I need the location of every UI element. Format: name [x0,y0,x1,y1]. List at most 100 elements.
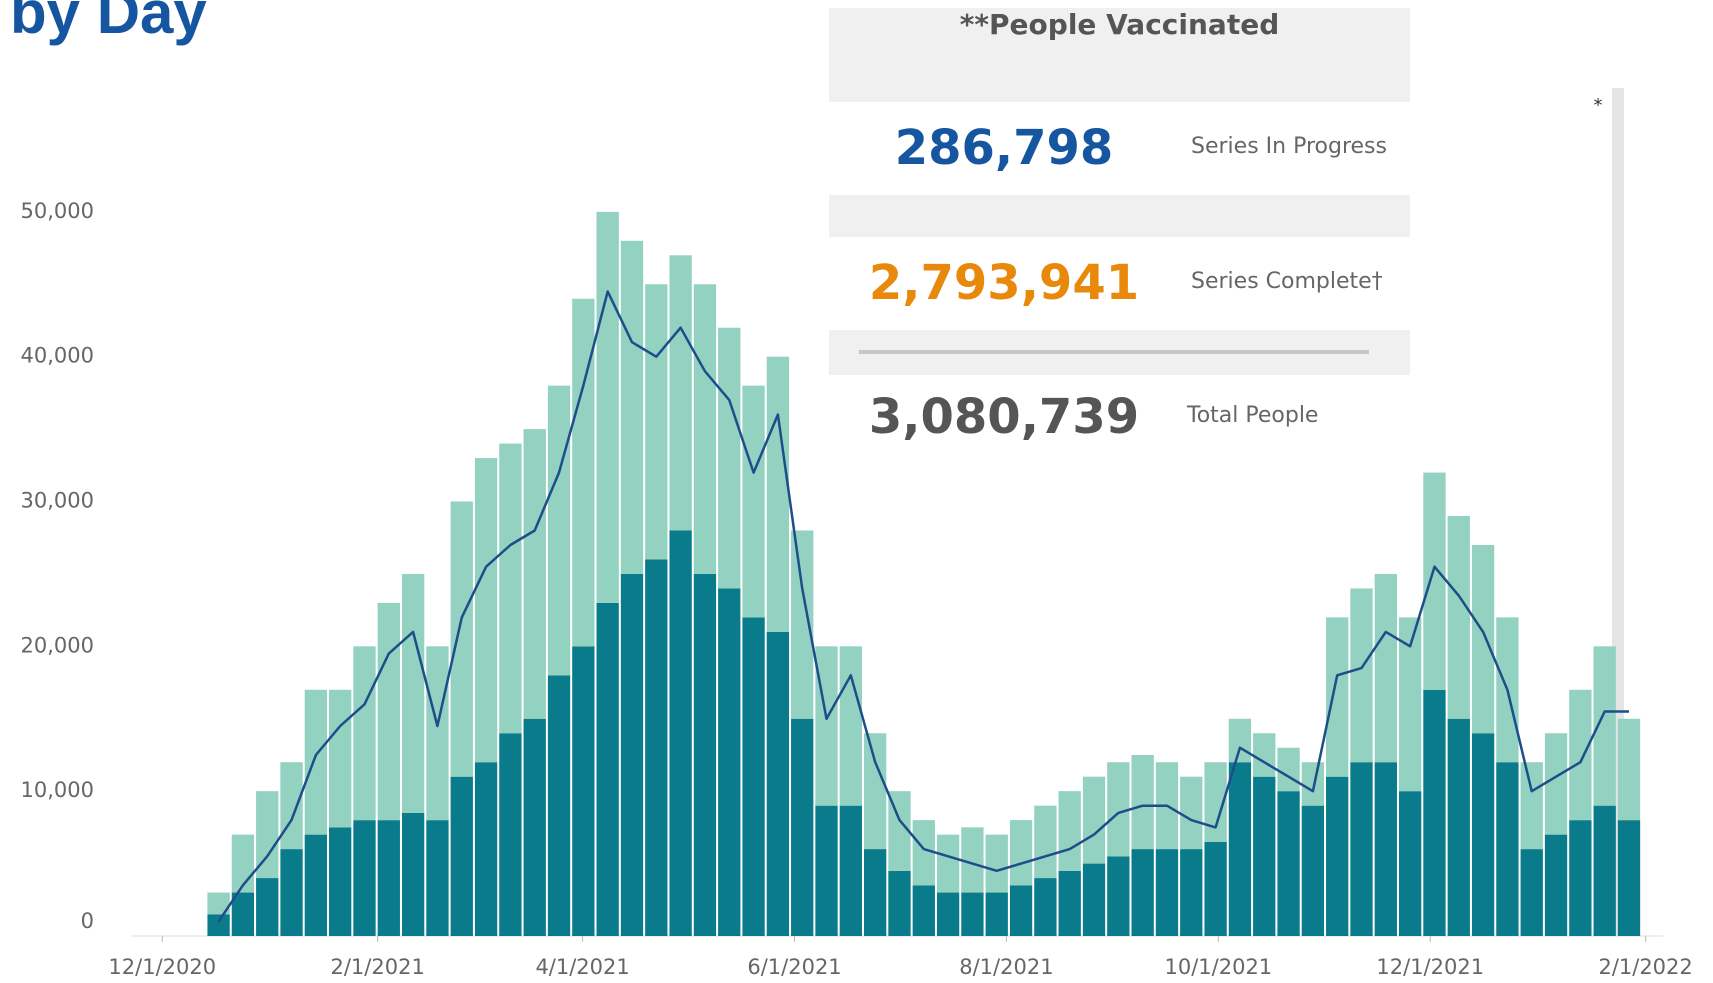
stat-value: 286,798 [894,120,1114,176]
bar-segment [888,870,911,936]
bar-segment [1009,820,1033,886]
moving-average-line [217,290,1629,923]
bar-segment [936,892,960,936]
bar-segment [912,820,935,886]
bar-segment [1326,776,1349,936]
bar-segment [766,631,790,936]
bar-segment [718,327,741,589]
card-row: 2,793,941 Series Complete† [829,237,1410,330]
bar-segment [1180,849,1203,936]
bar-segment [207,914,230,936]
x-tick-label: 4/1/2021 [535,955,629,979]
bar-segment [207,892,230,915]
bar-segment [888,791,911,871]
bar-segment [256,878,279,936]
card-title: **People Vaccinated [959,8,1280,41]
bar-segment [1398,617,1422,792]
bar-segment [280,762,303,850]
bar-segment [936,834,960,893]
bar-segment [1593,805,1616,936]
bar-segment [1301,762,1325,806]
bar-segment [645,559,668,936]
bar-segment [985,834,1008,893]
bar-segment [1034,805,1057,879]
bar-segment [353,646,376,821]
bar-segment [1617,718,1641,821]
bar-segment [450,776,473,936]
bar-segment [669,255,692,531]
bar-segment [1520,849,1543,936]
card-row: 286,798 Series In Progress [829,102,1410,195]
bar-segment [791,530,814,719]
bar-segment [1131,754,1154,850]
bar-segment [377,820,400,936]
bar-segment [693,284,717,574]
bar-segment [742,385,765,618]
bar-segment [572,298,595,647]
bar-segment [1544,834,1568,936]
bar-segment [1374,762,1397,936]
bar-segment [1569,820,1592,936]
bar-segment [718,588,741,936]
bar-segment [523,429,546,719]
bar-segment [1277,791,1300,936]
bar-segment [1082,863,1106,936]
bar-segment [474,762,498,936]
bar-segment [791,718,814,936]
stat-label: Total People [1187,403,1319,428]
bar-segment [499,443,522,734]
bar-segment [1204,841,1227,936]
bar-segment [1471,544,1495,734]
bar-segment [280,849,303,936]
bar-segment [1593,646,1616,806]
bar-segment [985,892,1008,936]
bar-segment [1228,762,1252,936]
bar-segment [645,284,668,560]
bar-segment [961,892,984,936]
bar-segment [1301,805,1325,936]
bar-segment [1350,762,1373,936]
bar-segment [1058,791,1081,871]
bar-segment [1520,762,1543,850]
bar-segment [1228,718,1252,763]
bar-segment [572,646,595,936]
bar-segment [523,718,546,936]
bar-segment [1107,856,1130,936]
bar-segment [329,827,352,936]
bar-segment [1034,878,1057,936]
y-tick-label: 0 [81,909,94,933]
bar-segment [426,820,449,936]
bar-segment [839,646,862,806]
y-tick-label: 50,000 [21,199,94,223]
bar-segment [1496,762,1519,936]
x-tick-label: 10/1/2021 [1164,955,1272,979]
bar-segment [693,573,717,936]
y-tick-label: 30,000 [21,489,94,513]
bar-segment [1569,689,1592,821]
bar-segment [1398,791,1422,936]
bar-segment [742,617,765,936]
stat-value: 2,793,941 [868,255,1140,311]
stat-value: 3,080,739 [868,389,1140,445]
bar-segment [1447,516,1470,719]
x-tick-label: 12/1/2021 [1376,955,1484,979]
bar-segment [1423,472,1446,690]
y-tick-label: 40,000 [21,344,94,368]
bar-segment [1204,762,1227,842]
bar-segment [231,892,255,936]
bar-segment [1544,733,1568,835]
bar-segment [450,501,473,777]
bar-segment [1253,733,1276,777]
bar-segment [863,849,887,936]
bar-segment [620,240,644,574]
bar-segment [499,733,522,936]
bar-segment [1131,849,1154,936]
bar-segment [1374,573,1397,763]
bar-segment [961,827,984,893]
bar-segment [863,733,887,850]
x-tick-label: 12/1/2020 [108,955,216,979]
bar-segment [304,689,328,835]
y-tick-label: 20,000 [21,633,94,657]
